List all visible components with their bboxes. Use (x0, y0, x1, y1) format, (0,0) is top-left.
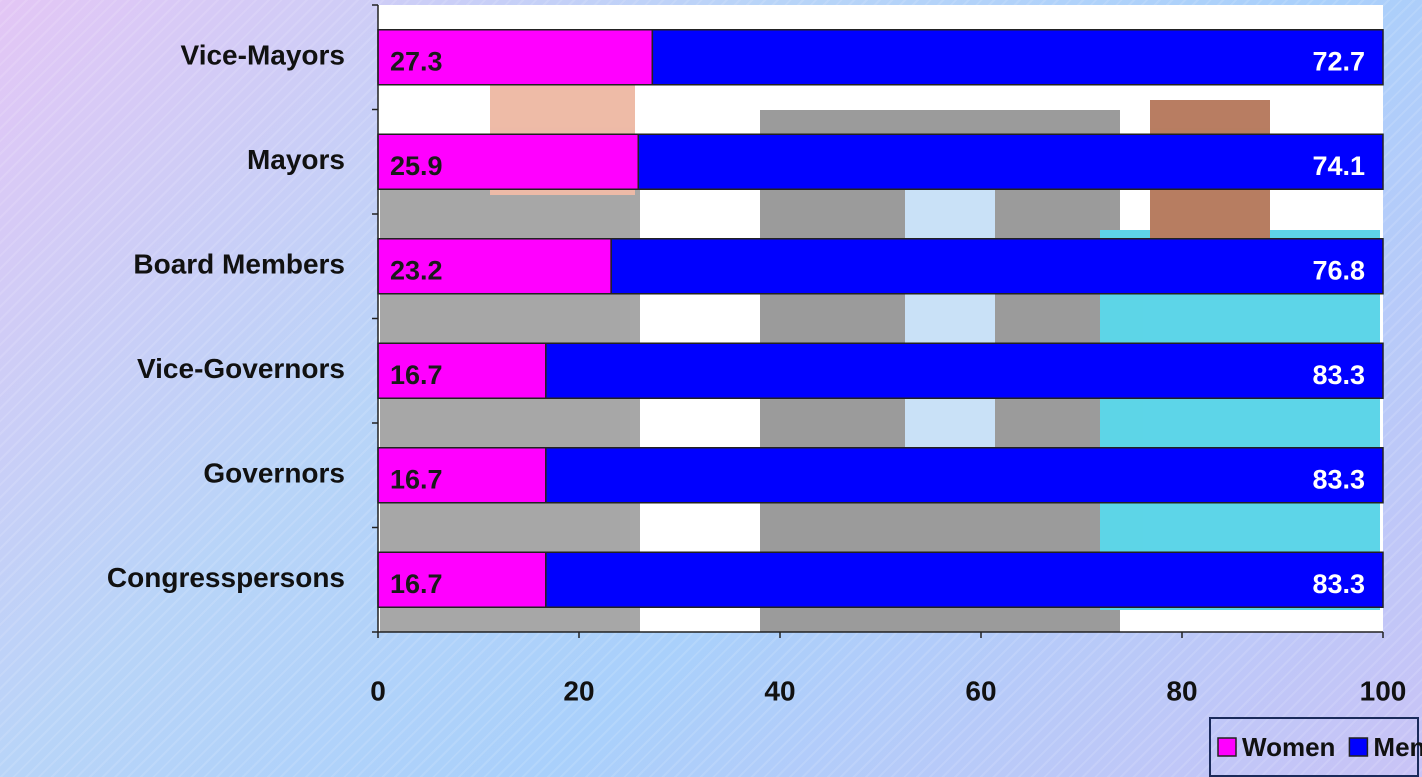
value-label: 23.2 (390, 255, 443, 285)
y-tick-label: Mayors (247, 144, 345, 175)
value-label: 27.3 (390, 46, 443, 76)
bar-segment (545, 551, 1384, 608)
legend-label: Women (1242, 732, 1335, 762)
bar-segment (377, 342, 547, 399)
bar-segment (637, 133, 1384, 190)
value-label: 76.8 (1312, 255, 1365, 285)
x-tick-label: 80 (1166, 675, 1197, 706)
bar-segment (377, 447, 547, 504)
value-label: 83.3 (1312, 360, 1365, 390)
y-tick-label: Vice-Mayors (181, 40, 345, 71)
x-tick-label: 60 (965, 675, 996, 706)
legend-swatch (1348, 737, 1369, 757)
value-label: 16.7 (390, 464, 443, 494)
value-label: 16.7 (390, 569, 443, 599)
bar-segment (610, 238, 1384, 295)
value-label: 72.7 (1312, 46, 1365, 76)
legend-swatch (1217, 737, 1237, 757)
bar-segment (651, 29, 1384, 86)
x-tick-label: 20 (563, 675, 594, 706)
y-tick-label: Congresspersons (107, 562, 345, 593)
value-label: 25.9 (390, 151, 443, 181)
value-label: 16.7 (390, 360, 443, 390)
x-tick-label: 100 (1360, 675, 1407, 706)
bar-segment (545, 447, 1384, 504)
value-label: 83.3 (1312, 569, 1365, 599)
y-tick-label: Governors (203, 458, 345, 489)
x-tick-label: 0 (370, 675, 386, 706)
legend-label: Men (1373, 732, 1422, 762)
y-tick-label: Vice-Governors (137, 353, 345, 384)
x-tick-label: 40 (764, 675, 795, 706)
bar-segment (377, 238, 612, 295)
value-label: 83.3 (1312, 464, 1365, 494)
y-tick-label: Board Members (133, 249, 345, 280)
legend-box (1209, 717, 1419, 777)
bar-segment (545, 342, 1384, 399)
bar-segment (377, 551, 547, 608)
value-label: 74.1 (1312, 151, 1365, 181)
